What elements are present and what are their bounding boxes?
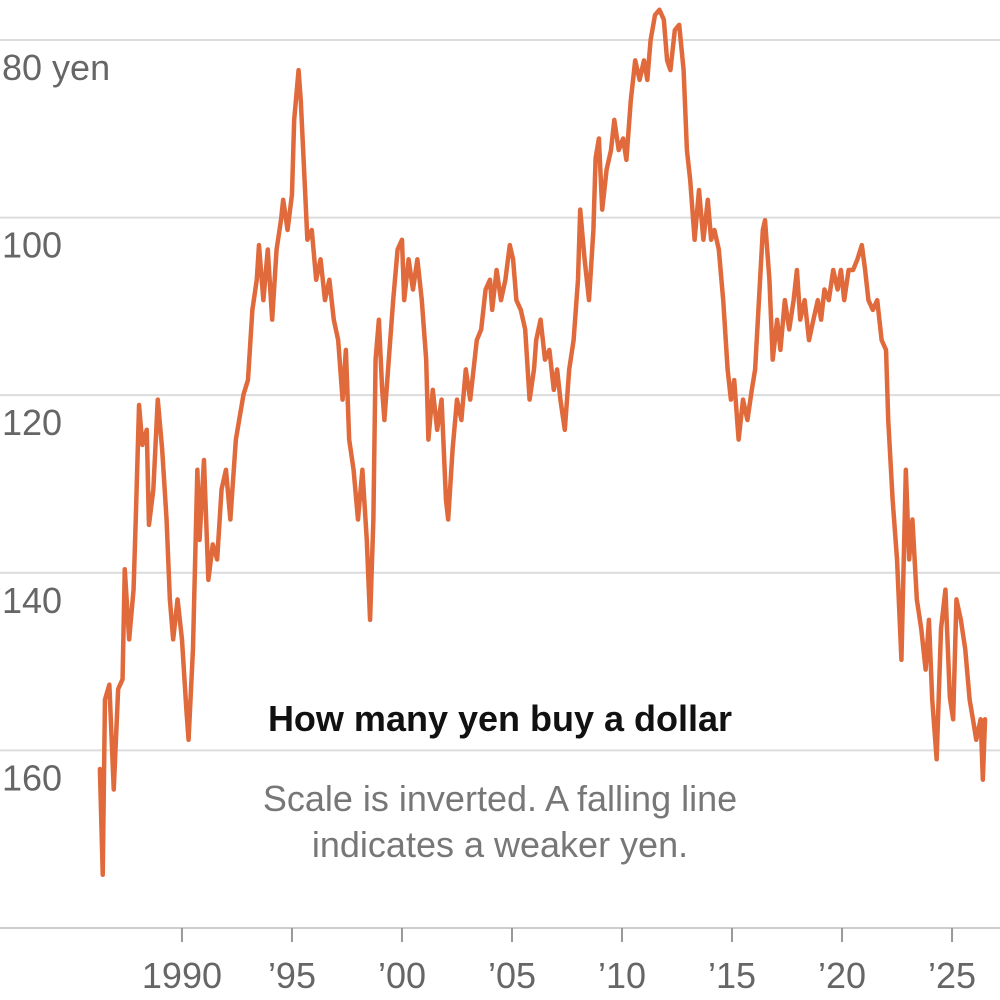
x-tick-label: ’15 bbox=[708, 955, 756, 996]
y-tick-label: 120 bbox=[2, 402, 62, 443]
x-tick-label: ’95 bbox=[268, 955, 316, 996]
x-tick-label: 1990 bbox=[142, 955, 222, 996]
y-tick-label: 100 bbox=[2, 225, 62, 266]
x-tick-label: ’00 bbox=[378, 955, 426, 996]
x-tick-label: ’10 bbox=[598, 955, 646, 996]
chart-title: How many yen buy a dollar bbox=[267, 698, 733, 739]
chart-subtitle: Scale is inverted. A falling line indica… bbox=[262, 778, 738, 865]
x-tick-label: ’20 bbox=[818, 955, 866, 996]
data-line bbox=[97, 7, 988, 877]
x-tick-label: ’25 bbox=[928, 955, 976, 996]
y-tick-label: 140 bbox=[2, 580, 62, 621]
y-tick-label: 160 bbox=[2, 757, 62, 798]
x-tick-label: ’05 bbox=[488, 955, 536, 996]
y-tick-label: 80 yen bbox=[2, 47, 110, 88]
annotation: How many yen buy a dollar Scale is inver… bbox=[200, 698, 800, 868]
